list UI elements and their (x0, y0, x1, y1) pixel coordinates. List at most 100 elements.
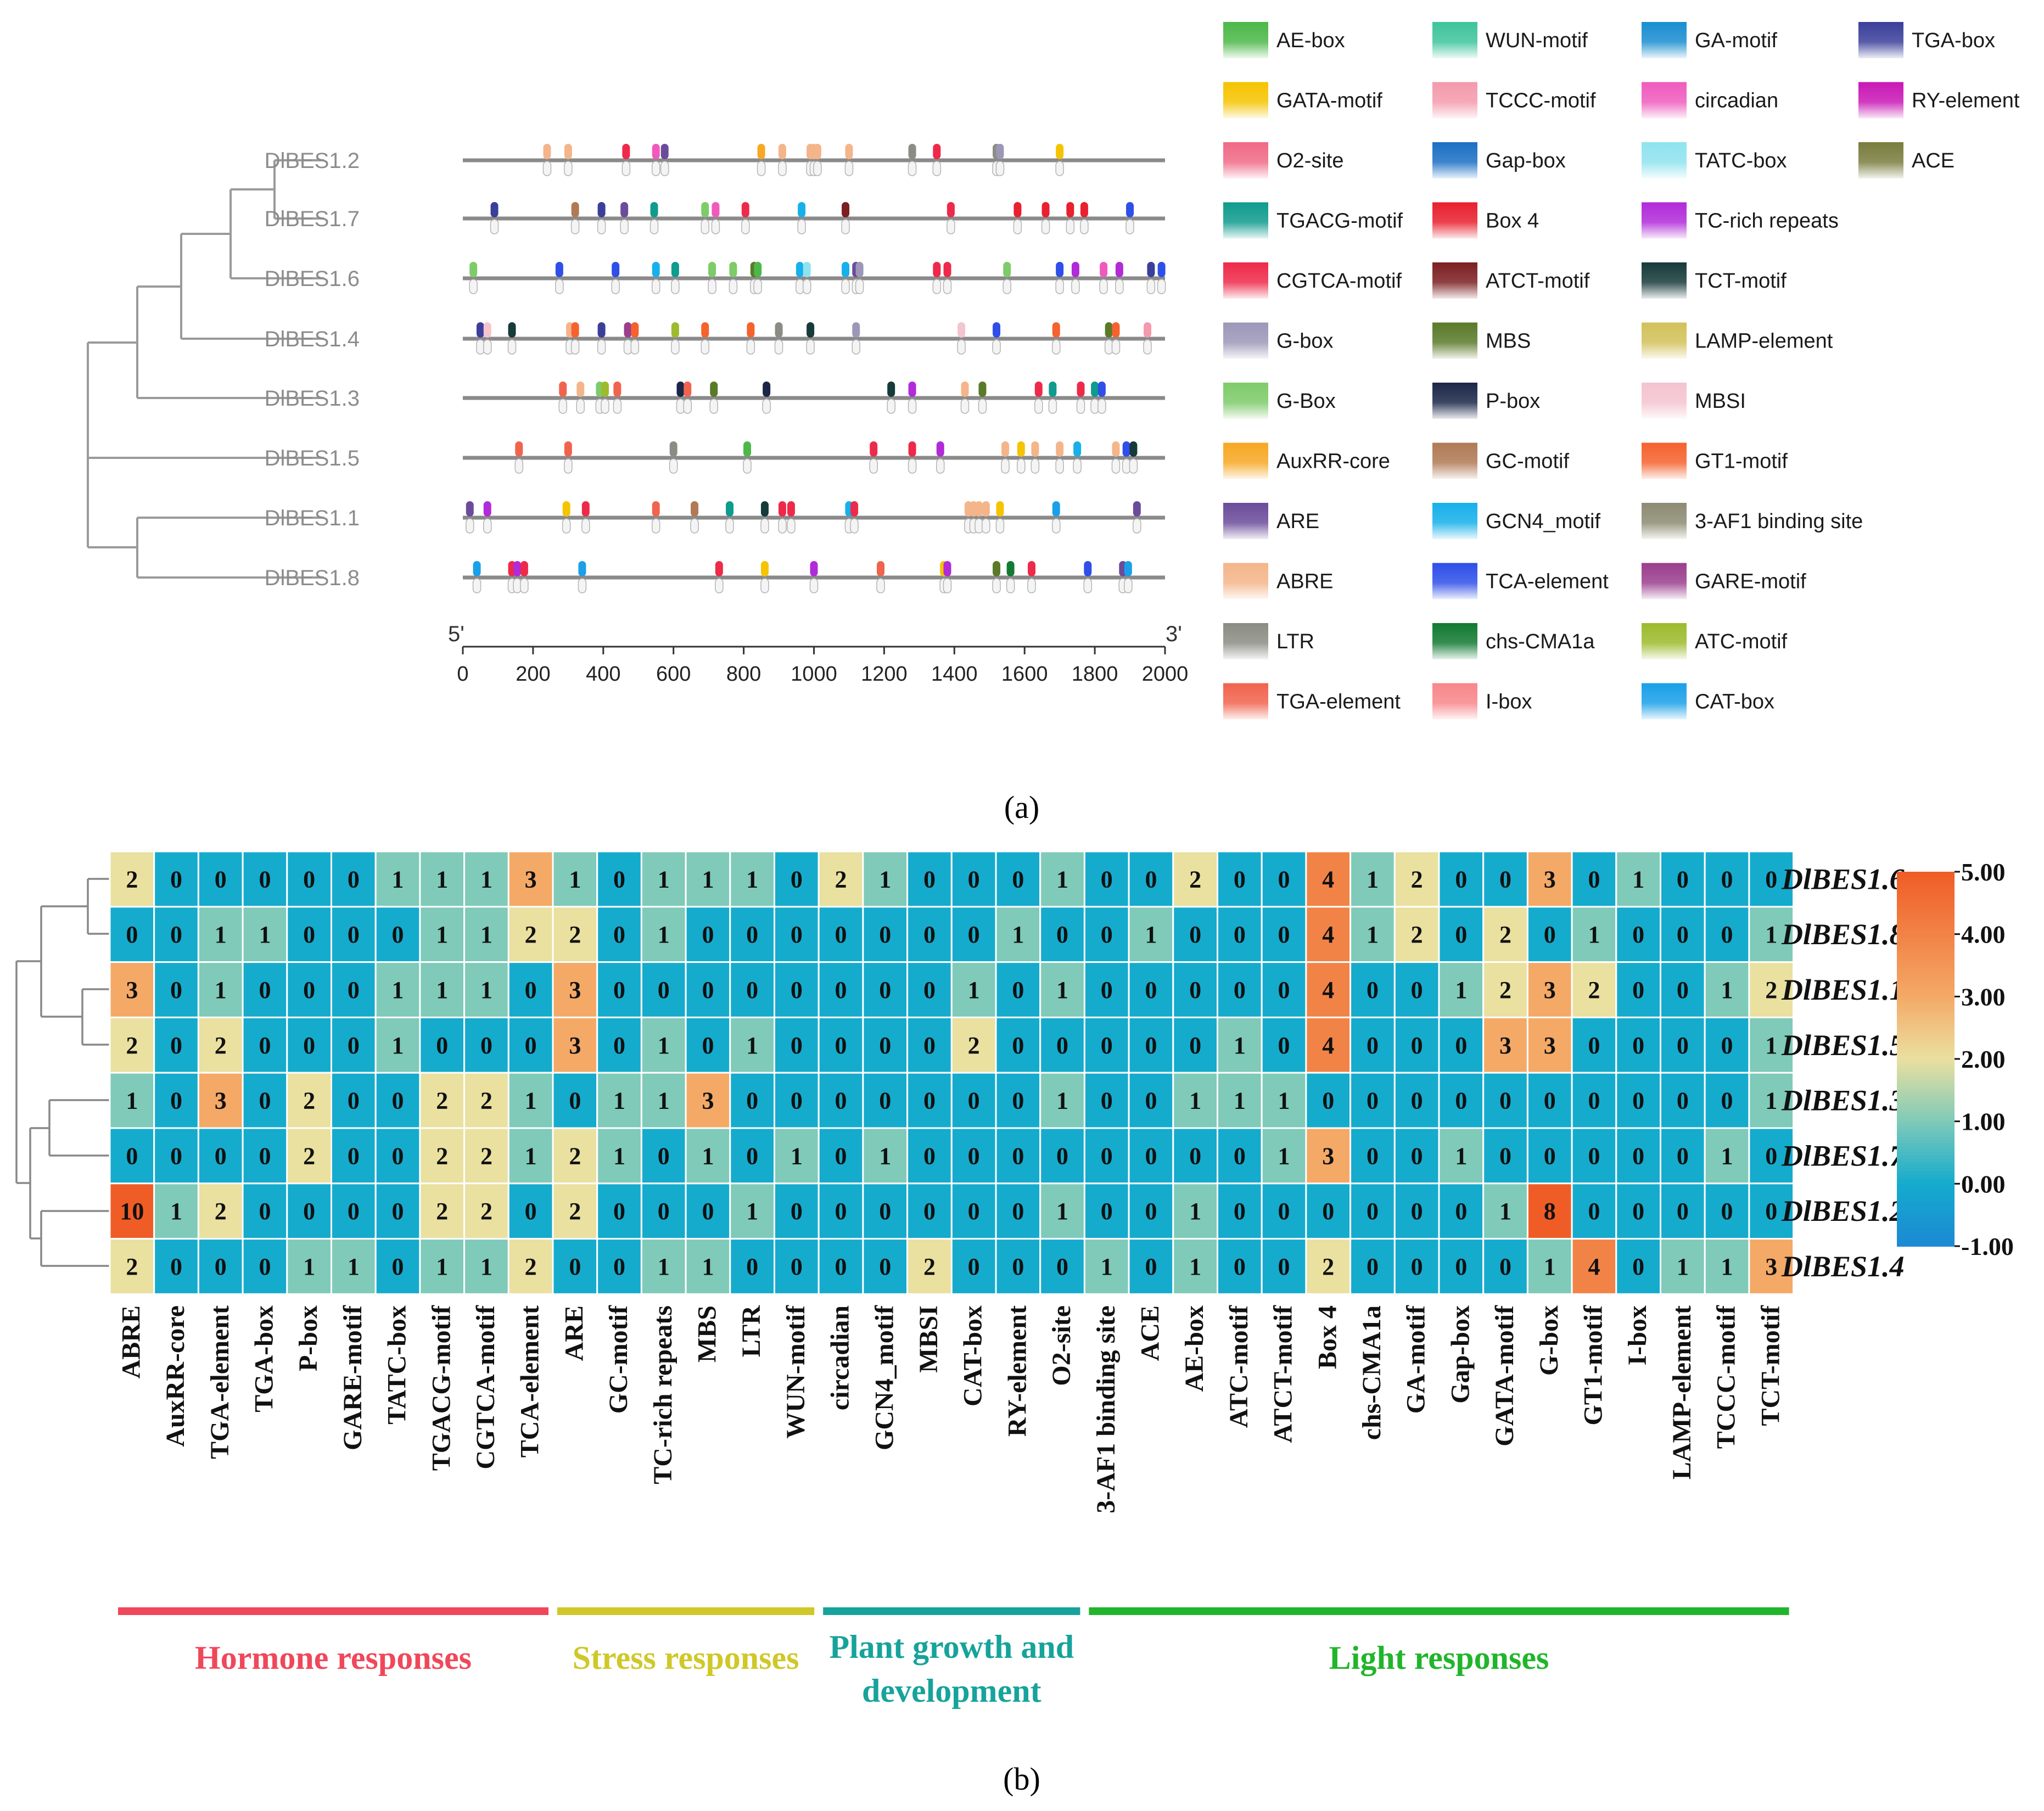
heatmap-cell: 0 (331, 1016, 377, 1074)
legend-item-ga-motif: GA-motif (1642, 22, 1777, 58)
heatmap-value: 0 (1056, 1253, 1068, 1280)
heatmap-value: 1 (1765, 921, 1777, 948)
heatmap-value: 0 (348, 1032, 360, 1059)
heatmap-cell: 0 (950, 1182, 997, 1240)
heatmap-cell: 1 (1039, 961, 1085, 1018)
heatmap-cell: 1 (463, 961, 509, 1018)
colorbar-band (1897, 1024, 1955, 1029)
heatmap-cell: 0 (1438, 1016, 1485, 1074)
heatmap-value: 0 (1101, 1142, 1113, 1169)
legend-label: RY-element (1912, 89, 2020, 113)
element-marker-gcn4-motif (841, 262, 850, 294)
heatmap-column-label: TCA-element (516, 1305, 545, 1457)
heatmap-value: 0 (746, 977, 758, 1003)
legend-item-o2-site: O2-site (1223, 142, 1343, 178)
colorbar-band (1897, 928, 1955, 932)
element-marker-cgtca-motif (621, 144, 631, 176)
gene-label: DlBES1.1 (265, 506, 360, 530)
heatmap-value: 1 (1056, 866, 1068, 893)
heatmap-cell: 2 (286, 1127, 332, 1185)
heatmap-value: 0 (348, 1142, 360, 1169)
heatmap-value: 0 (1234, 977, 1246, 1003)
heatmap-cell: 2 (109, 1016, 155, 1074)
heatmap-value: 0 (1499, 1142, 1511, 1169)
heatmap-cell: 0 (286, 961, 332, 1018)
heatmap-cell: 4 (1305, 906, 1352, 963)
heatmap-cell: 1 (1172, 1182, 1219, 1240)
element-marker-g-box (701, 202, 710, 234)
heatmap-value: 0 (1145, 977, 1157, 1003)
promoter-row-dlbes1-8: DlBES1.8 (265, 561, 1165, 593)
heatmap-value: 0 (1588, 1087, 1600, 1114)
heatmap-value: 0 (658, 977, 670, 1003)
heatmap-value: 2 (436, 1087, 448, 1114)
heatmap-value: 0 (480, 1032, 492, 1059)
heatmap-cell: 0 (419, 1016, 466, 1074)
heatmap-cell: 1 (1349, 850, 1396, 908)
heatmap-value: 1 (1499, 1198, 1511, 1225)
heatmap-value: 0 (1367, 977, 1379, 1003)
heatmap-value: 4 (1322, 1032, 1334, 1059)
heatmap-cell: 2 (109, 1238, 155, 1295)
heatmap-cell: 0 (1438, 850, 1485, 908)
axis-start-label: 5' (448, 622, 464, 646)
legend-label: ACE (1912, 149, 1955, 172)
heatmap-cell: 3 (507, 850, 554, 908)
element-marker-are (466, 501, 474, 534)
heatmap-cell: 3 (1748, 1238, 1795, 1295)
heatmap-value: 0 (746, 1142, 758, 1169)
heatmap-value: 0 (1145, 1198, 1157, 1225)
heatmap-cell: 0 (507, 1182, 554, 1240)
legend-item-tct-motif: TCT-motif (1642, 262, 1787, 299)
heatmap-value: 2 (436, 1198, 448, 1225)
axis-tick-label: 600 (656, 663, 691, 686)
element-marker-cgtca-motif (1076, 382, 1085, 414)
heatmap-value: 0 (791, 1087, 803, 1114)
heatmap-value: 0 (126, 921, 138, 948)
colorbar-band (1897, 1218, 1955, 1222)
element-marker-tga-element (651, 501, 660, 534)
heatmap-cell: 0 (1349, 1072, 1396, 1129)
heatmap-cell: 0 (906, 906, 953, 963)
heatmap-value: 0 (923, 1198, 936, 1225)
heatmap-cell: 0 (906, 961, 953, 1018)
heatmap-cell: 0 (596, 1016, 642, 1074)
element-marker-circadian (651, 144, 660, 176)
colorbar-band (1897, 1034, 1955, 1038)
legend-item-gt1-motif: GT1-motif (1642, 442, 1788, 479)
heatmap-row-dlbes1-7: 0 0 0 0 2 0 0 2 2 1 2 1 0 1 0 1 0 1 0 0 0 0 0 0 0 0 1 3 0 0 1 0 0 0 0 0 1 0 (109, 1127, 1795, 1185)
heatmap-value: 0 (1012, 1142, 1024, 1169)
colorbar-band (1897, 943, 1955, 947)
panel-label-a: (a) (1004, 789, 1039, 825)
colorbar-band (1897, 902, 1955, 907)
heatmap-cell: 0 (1482, 1238, 1528, 1295)
colorbar-band (1897, 1180, 1955, 1185)
heatmap-value: 0 (879, 921, 891, 948)
heatmap-value: 0 (303, 1032, 315, 1059)
heatmap-cell: 1 (419, 961, 466, 1018)
colorbar-band (1897, 962, 1955, 966)
colorbar-band (1897, 1009, 1955, 1013)
element-marker-gcn4-motif (797, 202, 806, 234)
heatmap-value: 0 (1012, 866, 1024, 893)
element-marker-tgacg-motif (671, 262, 680, 294)
heatmap-cell: 2 (1571, 961, 1617, 1018)
heatmap-value: 0 (1721, 866, 1733, 893)
heatmap-value: 1 (436, 1253, 448, 1280)
heatmap-value: 0 (1677, 866, 1689, 893)
element-marker-auxrr-core (757, 144, 766, 176)
colorbar-tick-label: -1.00 (1961, 1232, 2014, 1260)
heatmap-cell: 1 (1172, 1072, 1219, 1129)
heatmap-cell: 0 (286, 906, 332, 963)
element-marker-g-box (855, 262, 864, 294)
heatmap-cell: 2 (109, 850, 155, 908)
heatmap-column-label: TCCC-motif (1712, 1305, 1741, 1449)
element-marker-gc-motif (690, 501, 699, 534)
heatmap-cell: 0 (1172, 961, 1219, 1018)
heatmap-value: 0 (613, 921, 625, 948)
heatmap-value: 0 (923, 1087, 936, 1114)
colorbar-band (1897, 1171, 1955, 1175)
colorbar-band (1897, 1240, 1955, 1244)
heatmap-cell: 0 (995, 1238, 1041, 1295)
heatmap-value: 0 (1632, 1253, 1644, 1280)
